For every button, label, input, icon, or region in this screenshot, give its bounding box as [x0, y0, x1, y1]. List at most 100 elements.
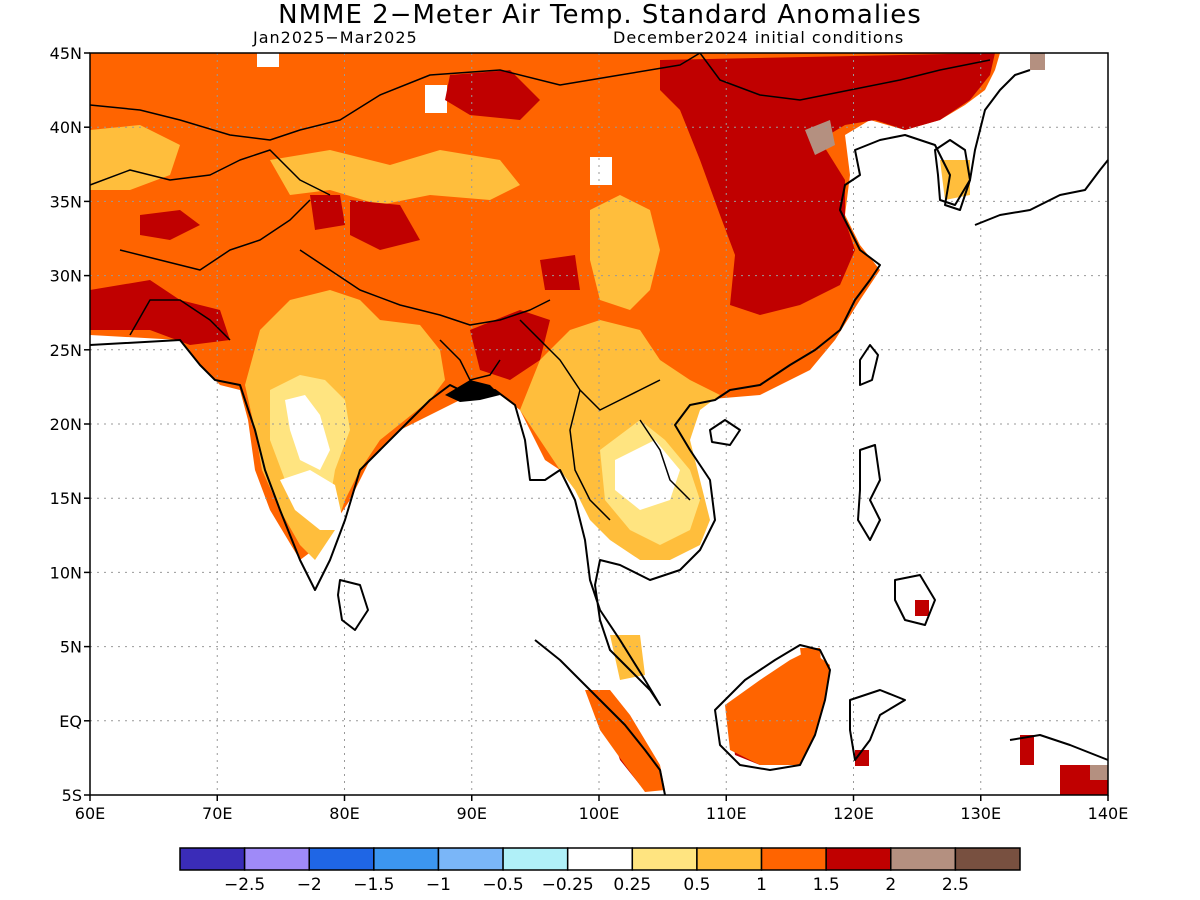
- border-line: [129, 299, 231, 341]
- anomaly-region-red-pakistan: [90, 280, 230, 345]
- anomaly-region-yellow-tibet: [590, 195, 660, 310]
- anomaly-region-red-assam: [470, 310, 550, 380]
- colorbar-swatch: [954, 847, 1021, 871]
- lat-label: 15N: [50, 489, 82, 508]
- coastline-japan: [974, 159, 1109, 226]
- anomaly-region-white-patch: [590, 157, 612, 185]
- anomaly-region-red-kashmir: [310, 195, 345, 230]
- anomaly-region-yellow-central-asia: [90, 125, 180, 190]
- colorbar-swatch: [502, 847, 569, 871]
- colorbar-swatch: [566, 847, 634, 871]
- border-line: [569, 389, 611, 521]
- colorbar-labels: −2.5 −2 −1.5 −1 −0.5 −0.25 0.25 0.5 1 1.5 2 2.5: [224, 875, 969, 895]
- colorbar-swatch: [437, 847, 504, 871]
- coastline-newguinea: [1009, 734, 1109, 761]
- anomaly-region-orange: [90, 53, 1000, 560]
- anomaly-region-red-tibet: [350, 200, 420, 250]
- border-line: [699, 52, 991, 101]
- anomaly-region-red-afghan: [140, 210, 200, 240]
- border-line: [519, 319, 661, 411]
- anomaly-region-white-patch: [425, 85, 447, 113]
- lat-label: 10N: [50, 563, 82, 582]
- colorbar-swatch: [243, 847, 310, 871]
- colorbar-swatch: [373, 847, 440, 871]
- colorbar-label: 0.25: [613, 875, 651, 895]
- ganges-delta: [445, 380, 500, 402]
- colorbar-swatch: [696, 847, 763, 871]
- colorbar-label: −0.25: [542, 875, 594, 895]
- border-line: [119, 199, 311, 271]
- anomaly-region-red-yunnan: [540, 255, 580, 290]
- colorbar-label: 2: [885, 875, 896, 895]
- colorbar-swatch: [760, 847, 827, 871]
- anomaly-region-orange-sumatra: [585, 690, 665, 792]
- border-line: [89, 149, 331, 196]
- lon-label: 120E: [833, 804, 874, 823]
- border-line: [89, 52, 701, 141]
- lon-label: 70E: [202, 804, 232, 823]
- lon-label: 90E: [457, 804, 487, 823]
- anomaly-region-red-mongolia: [445, 70, 540, 120]
- anomaly-region-white-india: [285, 395, 330, 470]
- coastline-taiwan: [859, 344, 879, 386]
- lon-label: 80E: [329, 804, 359, 823]
- lat-label: 35N: [50, 192, 82, 211]
- forecast-period: Jan2025−Mar2025: [253, 28, 418, 47]
- colorbar-label: −0.5: [482, 875, 523, 895]
- colorbar-label: −2: [297, 875, 322, 895]
- lon-label: 60E: [75, 804, 105, 823]
- coastline-luzon: [857, 444, 881, 541]
- coastline-borneo: [714, 644, 831, 771]
- lat-label: 30N: [50, 267, 82, 286]
- anomaly-region-red-china: [660, 53, 995, 315]
- colorbar-label: −1: [426, 875, 451, 895]
- lat-label: 20N: [50, 415, 82, 434]
- colorbar: [179, 847, 1021, 871]
- coastline-mainland: [89, 69, 1031, 706]
- latitude-labels: 45N 40N 35N 30N 25N 20N 15N 10N 5N EQ 5S: [50, 44, 90, 805]
- lat-label: 40N: [50, 118, 82, 137]
- anomaly-region-white-cambodia: [615, 440, 680, 510]
- colorbar-swatch: [825, 847, 892, 871]
- colorbar-swatch: [631, 847, 698, 871]
- anomaly-region-red-patch: [915, 600, 929, 616]
- anomaly-region-white-patch: [257, 53, 279, 67]
- lat-label: 45N: [50, 44, 82, 63]
- lat-label: EQ: [59, 712, 82, 731]
- lon-label: 100E: [579, 804, 620, 823]
- border-line: [299, 249, 551, 326]
- lon-label: 130E: [960, 804, 1001, 823]
- coastline-hainan: [709, 419, 741, 446]
- colorbar-label: −2.5: [224, 875, 265, 895]
- coastline-korea: [934, 139, 971, 206]
- anomaly-region-red-patch: [1020, 735, 1034, 765]
- anomaly-region-orange-borneo-n: [800, 648, 822, 685]
- anomaly-fill: [90, 53, 1108, 795]
- anomaly-region-white-deccan: [280, 470, 345, 530]
- coastline-sulawesi: [849, 689, 906, 761]
- colorbar-swatch: [179, 847, 246, 871]
- coastline-sumatra: [534, 639, 666, 796]
- graticule: [90, 53, 1108, 795]
- anomaly-region-brown-patch: [1090, 765, 1108, 780]
- lat-label: 5S: [62, 786, 82, 805]
- colorbar-label: 1: [756, 875, 767, 895]
- coastline-srilanka: [337, 579, 369, 631]
- longitude-labels: 60E 70E 80E 90E 100E 110E 120E 130E 140E: [75, 795, 1129, 823]
- coastlines: [89, 69, 1109, 796]
- inland-water: [445, 380, 500, 402]
- lat-label: 25N: [50, 341, 82, 360]
- coastline-mindanao: [894, 574, 936, 626]
- anomaly-region-orange-borneo: [725, 650, 830, 765]
- lon-label: 140E: [1088, 804, 1129, 823]
- colorbar-label: 1.5: [813, 875, 840, 895]
- colorbar-swatch: [890, 847, 957, 871]
- country-borders: [89, 52, 991, 521]
- colorbar-swatch: [308, 847, 375, 871]
- anomaly-region-brown-china: [805, 120, 835, 155]
- colorbar-label: 2.5: [942, 875, 969, 895]
- lon-label: 110E: [706, 804, 747, 823]
- map-title: NMME 2−Meter Air Temp. Standard Anomalie…: [278, 0, 922, 30]
- anomaly-region-brown-patch: [1030, 53, 1045, 70]
